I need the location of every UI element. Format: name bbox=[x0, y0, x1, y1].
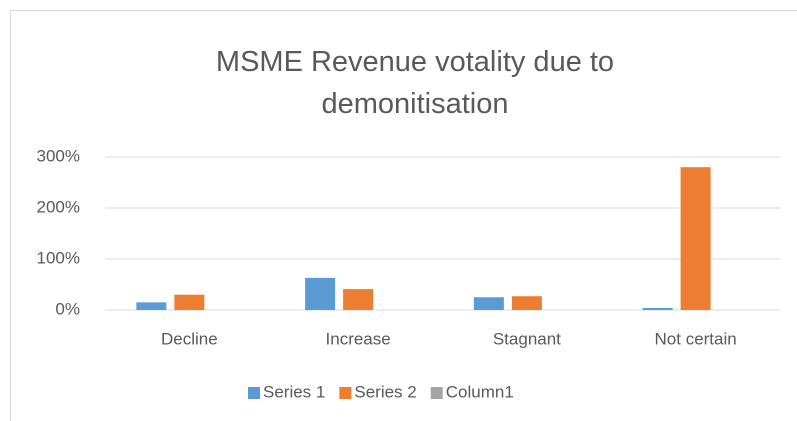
bar bbox=[473, 297, 504, 310]
y-tick-label: 200% bbox=[37, 197, 80, 216]
bar bbox=[642, 307, 673, 310]
bar bbox=[511, 296, 542, 310]
legend-label: Series 2 bbox=[354, 382, 416, 401]
y-tick-label: 100% bbox=[37, 248, 80, 267]
chart-title: MSME Revenue votality due to demonitisat… bbox=[215, 46, 615, 120]
x-tick-label: Stagnant bbox=[493, 329, 561, 348]
bar bbox=[343, 289, 374, 310]
bar bbox=[174, 294, 205, 310]
legend-swatch bbox=[430, 387, 443, 399]
legend-label: Series 1 bbox=[263, 382, 325, 401]
legend-swatch bbox=[248, 387, 260, 399]
legend-label: Column1 bbox=[446, 382, 514, 401]
chart-frame bbox=[10, 10, 797, 421]
y-tick-label: 0% bbox=[55, 299, 80, 318]
bar bbox=[136, 302, 167, 310]
y-tick-label: 300% bbox=[37, 146, 80, 165]
legend-swatch bbox=[339, 387, 352, 399]
bar bbox=[305, 277, 336, 310]
x-tick-label: Decline bbox=[161, 329, 218, 348]
x-tick-label: Increase bbox=[326, 329, 391, 348]
bar bbox=[680, 167, 711, 310]
x-tick-label: Not certain bbox=[655, 329, 737, 348]
